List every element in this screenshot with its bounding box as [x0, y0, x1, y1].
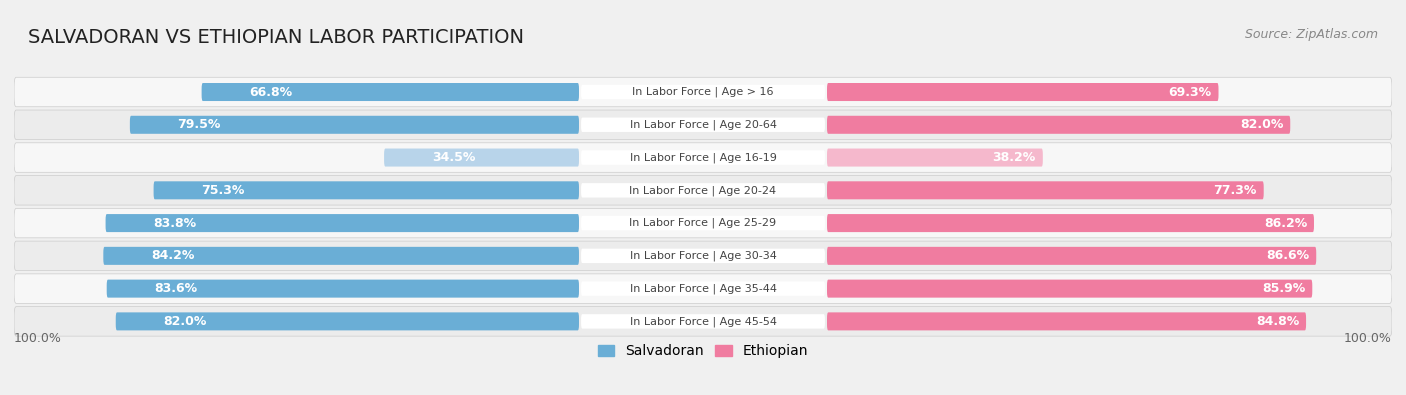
FancyBboxPatch shape	[581, 281, 825, 296]
FancyBboxPatch shape	[14, 241, 1392, 271]
FancyBboxPatch shape	[115, 312, 579, 330]
Text: 100.0%: 100.0%	[1344, 332, 1392, 345]
Text: 83.6%: 83.6%	[155, 282, 197, 295]
FancyBboxPatch shape	[827, 116, 1291, 134]
Text: 84.2%: 84.2%	[150, 249, 194, 262]
Text: In Labor Force | Age > 16: In Labor Force | Age > 16	[633, 87, 773, 97]
FancyBboxPatch shape	[581, 150, 825, 165]
FancyBboxPatch shape	[827, 312, 1306, 330]
FancyBboxPatch shape	[14, 208, 1392, 238]
Legend: Salvadoran, Ethiopian: Salvadoran, Ethiopian	[592, 339, 814, 364]
FancyBboxPatch shape	[153, 181, 579, 199]
FancyBboxPatch shape	[827, 83, 1219, 101]
Text: In Labor Force | Age 20-64: In Labor Force | Age 20-64	[630, 120, 776, 130]
Text: 86.6%: 86.6%	[1267, 249, 1309, 262]
FancyBboxPatch shape	[14, 175, 1392, 205]
Text: Source: ZipAtlas.com: Source: ZipAtlas.com	[1244, 28, 1378, 41]
FancyBboxPatch shape	[581, 248, 825, 263]
Text: 82.0%: 82.0%	[1240, 118, 1284, 131]
FancyBboxPatch shape	[103, 247, 579, 265]
FancyBboxPatch shape	[581, 85, 825, 99]
FancyBboxPatch shape	[107, 280, 579, 297]
Text: 38.2%: 38.2%	[993, 151, 1036, 164]
Text: In Labor Force | Age 16-19: In Labor Force | Age 16-19	[630, 152, 776, 163]
FancyBboxPatch shape	[827, 181, 1264, 199]
FancyBboxPatch shape	[827, 280, 1312, 297]
Text: 84.8%: 84.8%	[1256, 315, 1299, 328]
Text: 34.5%: 34.5%	[432, 151, 475, 164]
Text: 77.3%: 77.3%	[1213, 184, 1257, 197]
FancyBboxPatch shape	[14, 77, 1392, 107]
FancyBboxPatch shape	[827, 149, 1043, 167]
Text: In Labor Force | Age 20-24: In Labor Force | Age 20-24	[630, 185, 776, 196]
FancyBboxPatch shape	[105, 214, 579, 232]
FancyBboxPatch shape	[14, 274, 1392, 303]
Text: In Labor Force | Age 25-29: In Labor Force | Age 25-29	[630, 218, 776, 228]
FancyBboxPatch shape	[827, 214, 1315, 232]
FancyBboxPatch shape	[14, 110, 1392, 139]
Text: 75.3%: 75.3%	[201, 184, 245, 197]
FancyBboxPatch shape	[581, 216, 825, 230]
FancyBboxPatch shape	[581, 183, 825, 198]
Text: 83.8%: 83.8%	[153, 216, 197, 229]
FancyBboxPatch shape	[14, 143, 1392, 172]
Text: 100.0%: 100.0%	[14, 332, 62, 345]
Text: 86.2%: 86.2%	[1264, 216, 1308, 229]
Text: 66.8%: 66.8%	[249, 85, 292, 98]
Text: 79.5%: 79.5%	[177, 118, 221, 131]
Text: 69.3%: 69.3%	[1168, 85, 1212, 98]
FancyBboxPatch shape	[581, 314, 825, 329]
Text: SALVADORAN VS ETHIOPIAN LABOR PARTICIPATION: SALVADORAN VS ETHIOPIAN LABOR PARTICIPAT…	[28, 28, 524, 47]
Text: 85.9%: 85.9%	[1263, 282, 1305, 295]
FancyBboxPatch shape	[827, 247, 1316, 265]
Text: In Labor Force | Age 30-34: In Labor Force | Age 30-34	[630, 250, 776, 261]
FancyBboxPatch shape	[129, 116, 579, 134]
Text: In Labor Force | Age 35-44: In Labor Force | Age 35-44	[630, 283, 776, 294]
FancyBboxPatch shape	[201, 83, 579, 101]
Text: In Labor Force | Age 45-54: In Labor Force | Age 45-54	[630, 316, 776, 327]
FancyBboxPatch shape	[384, 149, 579, 167]
FancyBboxPatch shape	[14, 307, 1392, 336]
Text: 82.0%: 82.0%	[163, 315, 207, 328]
FancyBboxPatch shape	[581, 118, 825, 132]
